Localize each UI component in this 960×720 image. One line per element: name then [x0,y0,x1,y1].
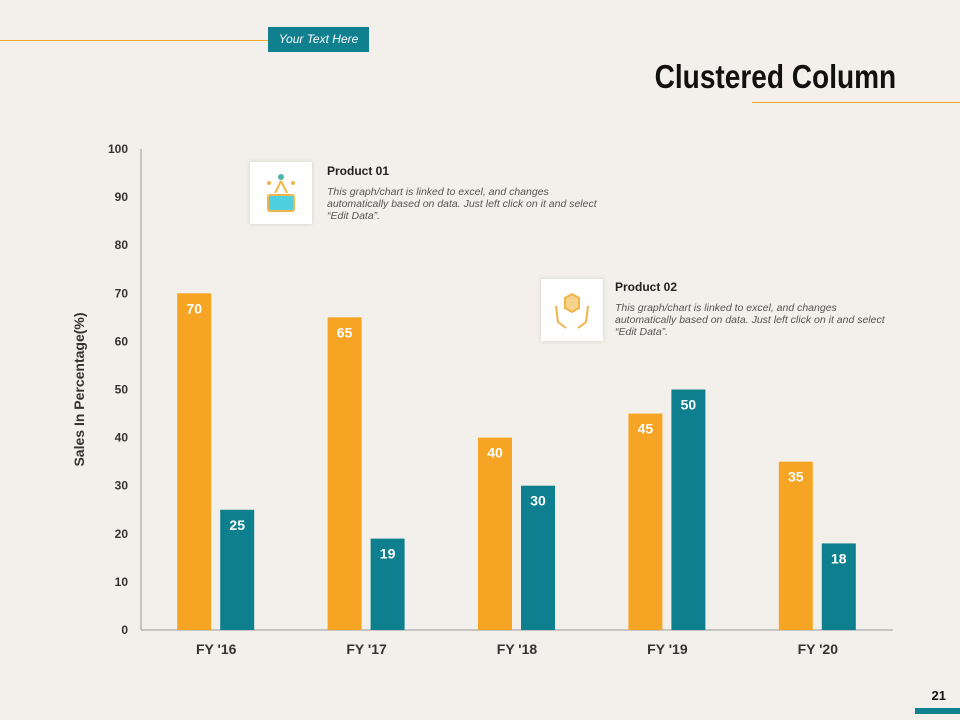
y-tick-label: 10 [115,575,129,589]
bar-product-02 [821,543,856,630]
data-label: 30 [530,493,546,509]
y-tick-label: 70 [115,286,129,300]
data-label: 40 [487,445,503,461]
bar-product-01 [327,317,362,630]
annotation-title: Product 02 [615,280,678,294]
data-label: 70 [186,300,202,316]
y-tick-label: 0 [121,623,128,637]
page-number-bar [915,708,960,714]
annotation-title: Product 01 [327,164,390,178]
y-tick-label: 50 [115,383,129,397]
data-label: 35 [788,469,804,485]
x-tick-label: FY '17 [346,641,387,657]
data-label: 45 [638,421,654,437]
y-tick-label: 30 [115,479,129,493]
product-02-annotation: Product 02 This graph/chart is linked to… [615,280,885,338]
data-label: 25 [229,517,245,533]
bar-product-01 [177,293,212,630]
hands-holding-box-icon [541,279,603,341]
title-underline [752,102,960,103]
x-tick-label: FY '16 [196,641,237,657]
y-tick-label: 80 [115,238,129,252]
page-number: 21 [931,688,946,703]
bar-product-01 [628,413,663,630]
y-tick-label: 60 [115,334,129,348]
y-tick-label: 90 [115,190,129,204]
data-label: 50 [681,397,697,413]
y-tick-label: 20 [115,527,129,541]
bar-product-01 [478,437,512,630]
bar-product-02 [220,509,255,630]
text-tag: Your Text Here [268,27,369,52]
x-tick-label: FY '18 [497,641,538,657]
bar-product-01 [778,461,813,630]
data-label: 19 [380,546,396,562]
page-title: Clustered Column [654,58,896,95]
gift-box-icon [250,162,312,224]
y-axis-label: Sales In Percentage(%) [71,312,87,466]
annotation-text: This graph/chart is linked to excel, and… [615,302,885,338]
bar-product-02 [370,538,405,630]
data-label: 18 [831,550,847,566]
x-tick-label: FY '20 [798,641,839,657]
bar-product-02 [671,389,706,630]
annotation-text: This graph/chart is linked to excel, and… [327,186,597,222]
x-tick-label: FY '19 [647,641,688,657]
top-accent-line [0,40,270,41]
bar-product-02 [521,485,555,630]
y-tick-label: 100 [108,142,128,156]
product-01-annotation: Product 01 This graph/chart is linked to… [327,164,597,222]
y-tick-label: 40 [115,431,129,445]
data-label: 65 [337,324,353,340]
